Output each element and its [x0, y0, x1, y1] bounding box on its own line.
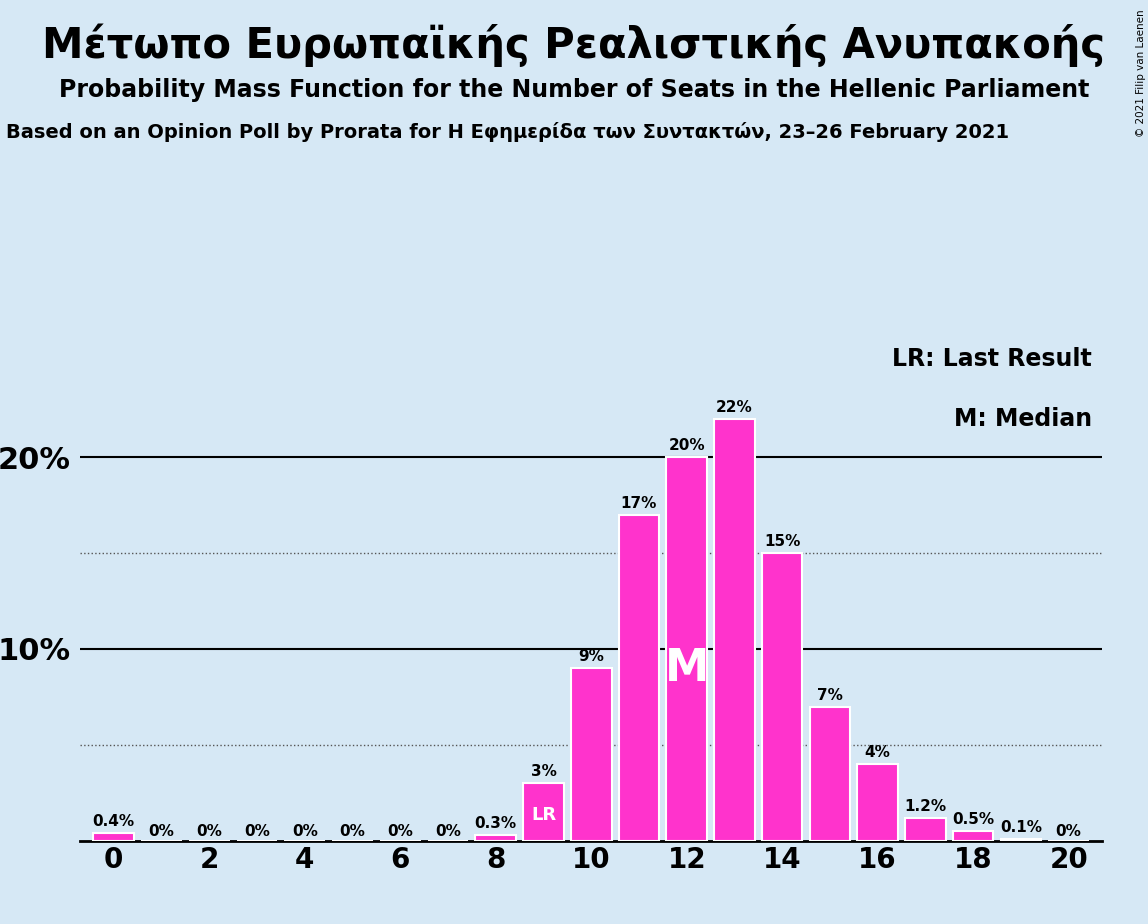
- Text: 7%: 7%: [817, 687, 843, 702]
- Bar: [1001, 839, 1041, 841]
- Bar: [714, 419, 754, 841]
- Text: M: M: [665, 647, 709, 689]
- Text: © 2021 Filip van Laenen: © 2021 Filip van Laenen: [1135, 9, 1146, 137]
- Text: 0%: 0%: [1056, 824, 1081, 839]
- Bar: [762, 553, 802, 841]
- Text: LR: Last Result: LR: Last Result: [892, 346, 1092, 371]
- Text: 1.2%: 1.2%: [905, 799, 946, 814]
- Text: 9%: 9%: [579, 650, 604, 664]
- Text: Probability Mass Function for the Number of Seats in the Hellenic Parliament: Probability Mass Function for the Number…: [59, 78, 1089, 102]
- Text: 0%: 0%: [435, 824, 461, 839]
- Bar: [953, 832, 993, 841]
- Text: Based on an Opinion Poll by Prorata for Η Εφημερίδα των Συντακτών, 23–26 Februar: Based on an Opinion Poll by Prorata for …: [6, 122, 1009, 142]
- Bar: [93, 833, 134, 841]
- Text: 20%: 20%: [668, 438, 705, 453]
- Text: 0%: 0%: [292, 824, 318, 839]
- Text: 15%: 15%: [765, 534, 800, 549]
- Bar: [667, 457, 707, 841]
- Text: 17%: 17%: [621, 496, 657, 511]
- Text: 4%: 4%: [864, 746, 891, 760]
- Text: 0.5%: 0.5%: [952, 812, 994, 827]
- Text: 22%: 22%: [716, 400, 753, 415]
- Text: 3%: 3%: [530, 764, 557, 780]
- Bar: [571, 668, 612, 841]
- Text: LR: LR: [530, 806, 556, 824]
- Text: 0%: 0%: [148, 824, 174, 839]
- Text: Μέτωπο Ευρωπαϊκής Ρεαλιστικής Ανυπακοής: Μέτωπο Ευρωπαϊκής Ρεαλιστικής Ανυπακοής: [42, 23, 1106, 67]
- Bar: [905, 818, 946, 841]
- Text: 0%: 0%: [387, 824, 413, 839]
- Bar: [809, 707, 851, 841]
- Text: 0.3%: 0.3%: [474, 816, 517, 832]
- Text: 0.4%: 0.4%: [93, 814, 134, 830]
- Text: 0%: 0%: [245, 824, 270, 839]
- Bar: [619, 515, 659, 841]
- Text: 0.1%: 0.1%: [1000, 821, 1042, 835]
- Bar: [475, 835, 515, 841]
- Text: 0%: 0%: [340, 824, 365, 839]
- Text: 0%: 0%: [196, 824, 223, 839]
- Bar: [523, 784, 564, 841]
- Bar: [858, 764, 898, 841]
- Text: M: Median: M: Median: [954, 407, 1092, 431]
